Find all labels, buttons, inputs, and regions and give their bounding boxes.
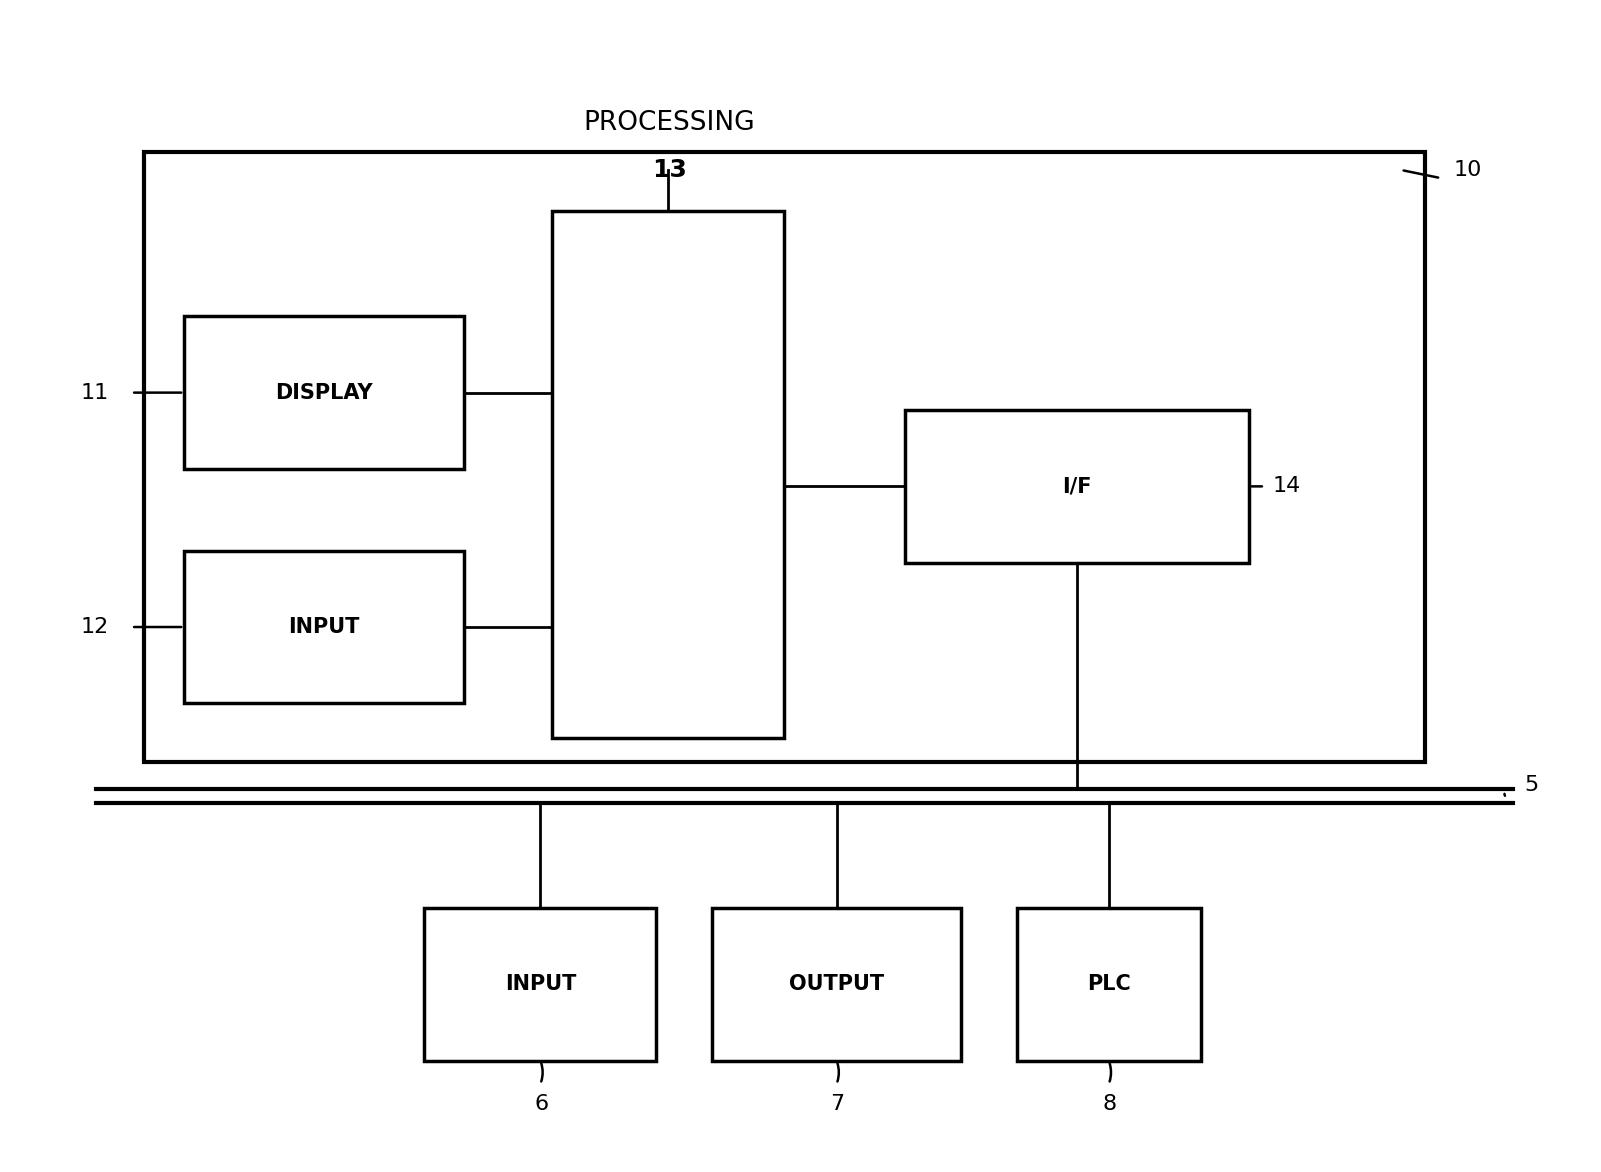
Text: INPUT: INPUT bbox=[504, 974, 576, 995]
Bar bbox=[424, 908, 656, 1061]
Bar bbox=[712, 908, 961, 1061]
Text: 13: 13 bbox=[652, 158, 687, 182]
Text: PROCESSING: PROCESSING bbox=[583, 110, 756, 136]
Text: INPUT: INPUT bbox=[288, 616, 360, 638]
Bar bbox=[184, 551, 464, 703]
Text: 5: 5 bbox=[1524, 775, 1539, 796]
Text: 11: 11 bbox=[80, 382, 109, 403]
Bar bbox=[552, 211, 784, 738]
Text: 7: 7 bbox=[831, 1093, 844, 1115]
Text: DISPLAY: DISPLAY bbox=[275, 382, 373, 403]
Text: I/F: I/F bbox=[1061, 476, 1092, 497]
Text: 10: 10 bbox=[1454, 159, 1483, 180]
Bar bbox=[905, 410, 1249, 563]
Text: OUTPUT: OUTPUT bbox=[789, 974, 884, 995]
Bar bbox=[184, 316, 464, 469]
Text: 8: 8 bbox=[1103, 1093, 1116, 1115]
Text: 14: 14 bbox=[1273, 476, 1302, 497]
Text: 6: 6 bbox=[535, 1093, 548, 1115]
Text: 12: 12 bbox=[80, 616, 109, 638]
Bar bbox=[144, 152, 1425, 762]
Bar bbox=[1017, 908, 1201, 1061]
Text: PLC: PLC bbox=[1087, 974, 1130, 995]
